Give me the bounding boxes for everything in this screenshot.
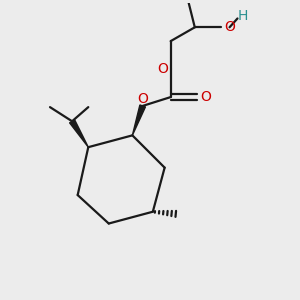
Polygon shape — [70, 120, 88, 147]
Polygon shape — [132, 105, 146, 135]
Text: O: O — [200, 90, 211, 104]
Text: H: H — [237, 8, 248, 22]
Text: O: O — [157, 62, 168, 76]
Text: O: O — [137, 92, 148, 106]
Text: O: O — [224, 20, 235, 34]
